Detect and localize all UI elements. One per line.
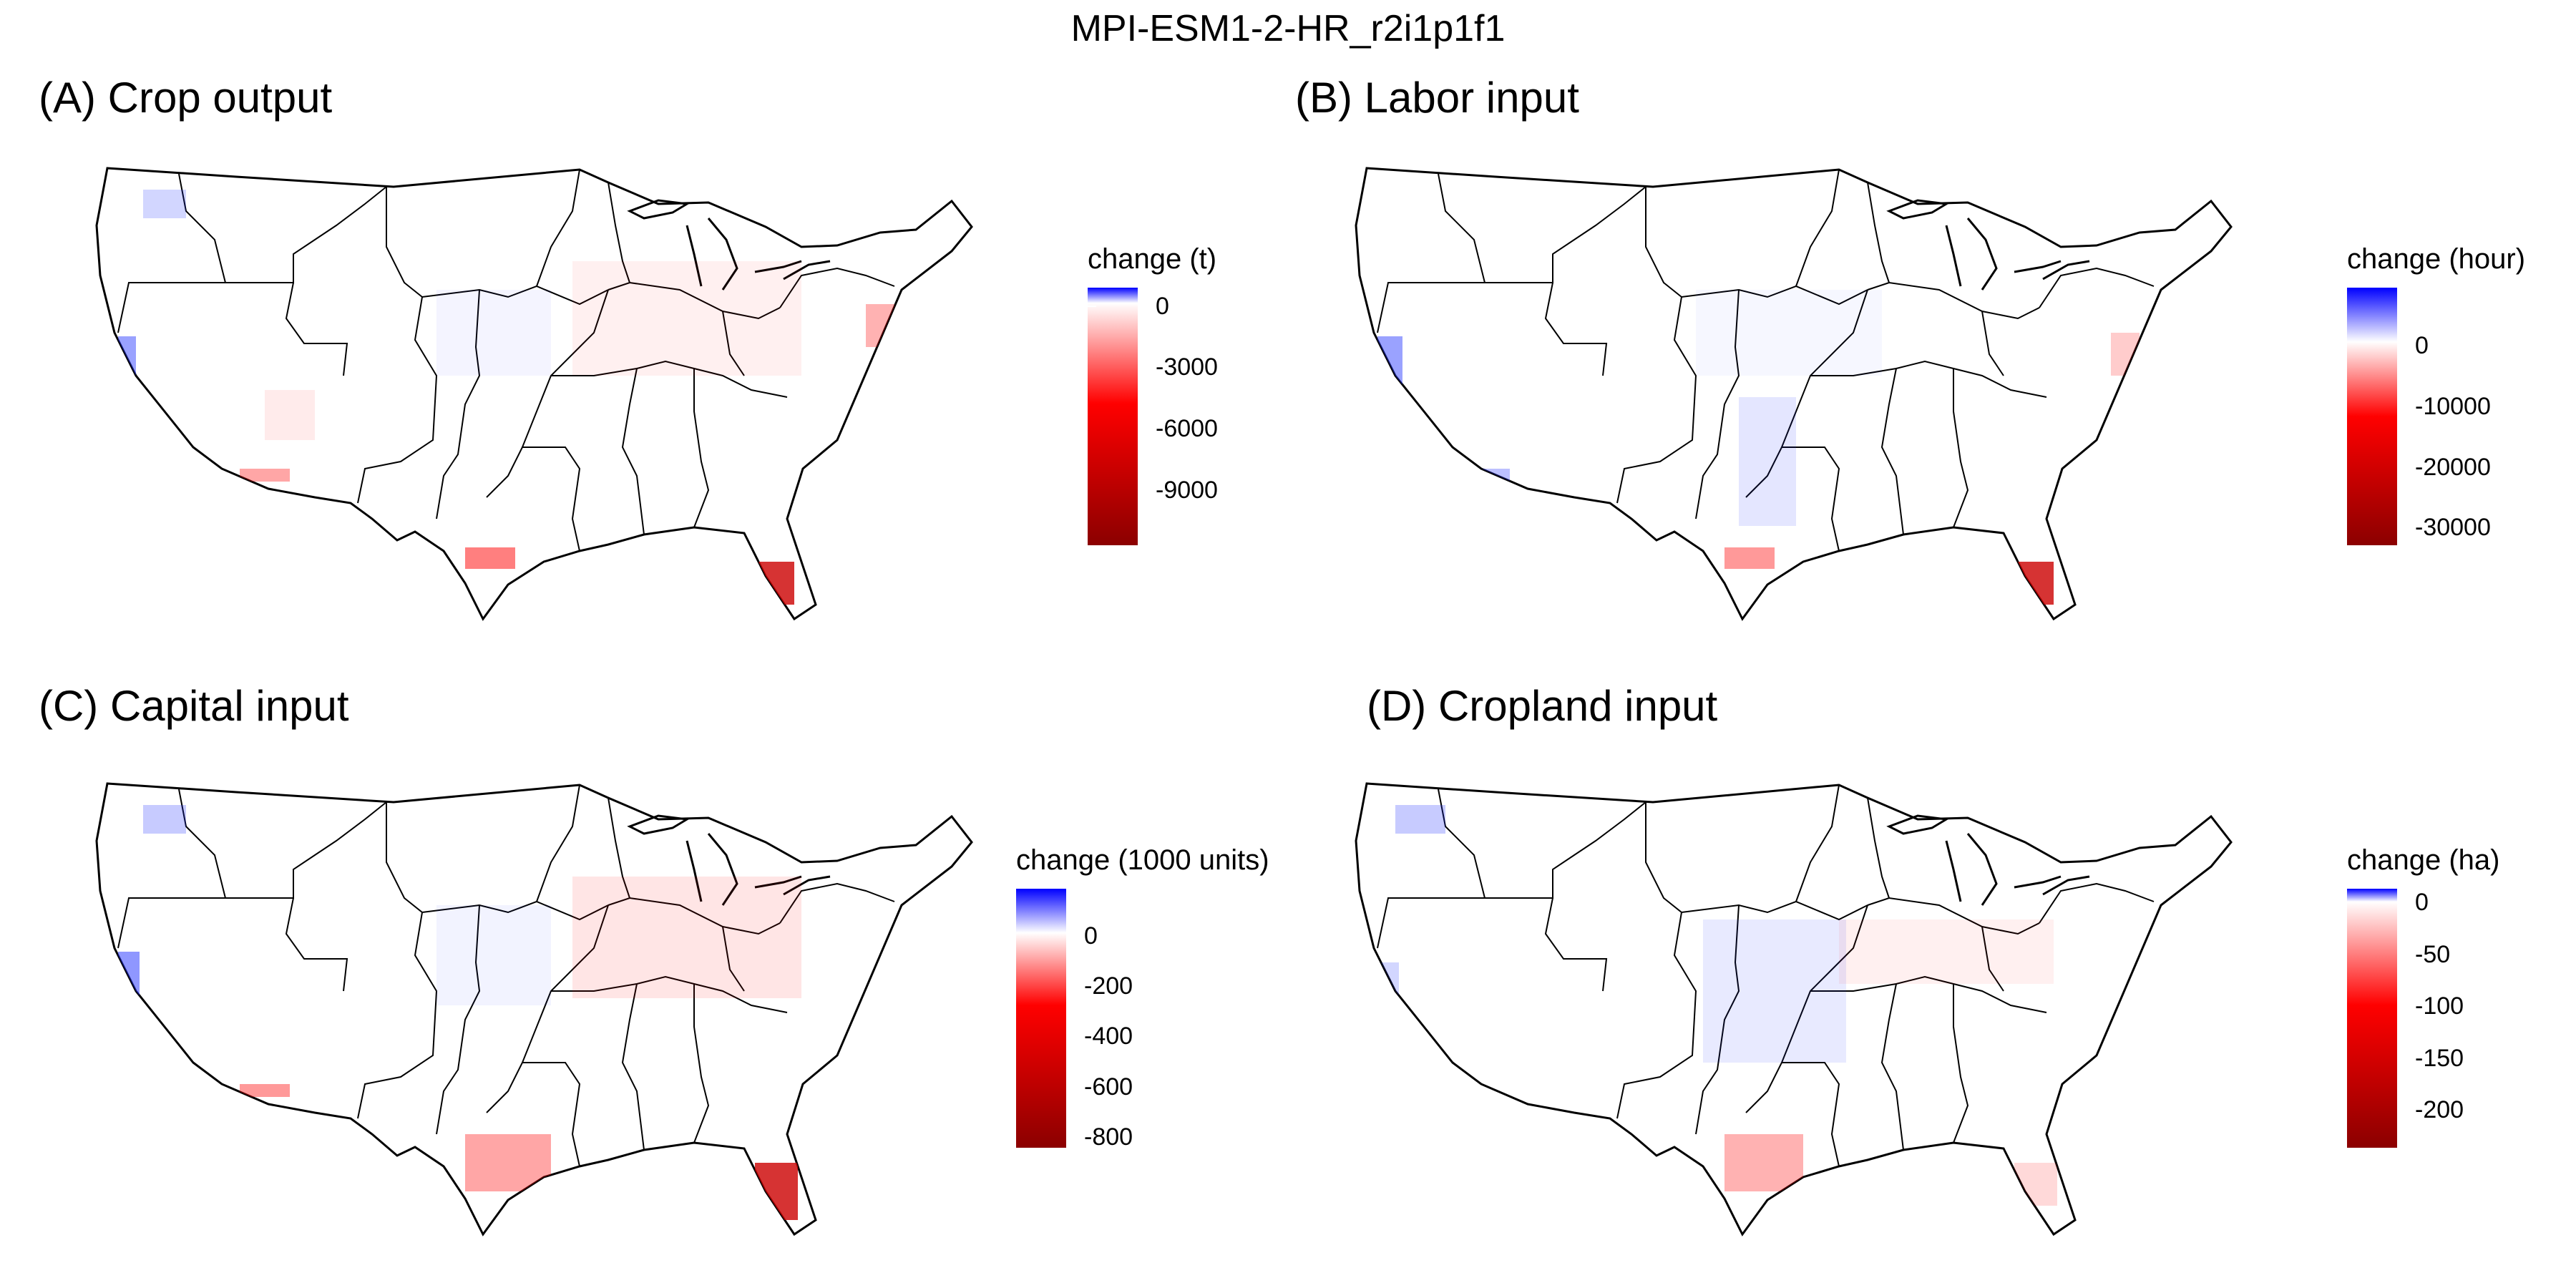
legend-tick: 0 <box>1084 922 1098 950</box>
panel-title: (A) Crop output <box>39 74 333 122</box>
panel-capital-input: (C) Capital input change (1000 units) 0 … <box>0 615 1288 1236</box>
legend-tick: 0 <box>2415 889 2429 916</box>
legend-tick: -6000 <box>1156 415 1218 442</box>
colorbar <box>1016 889 1066 1148</box>
panel-title: (D) Cropland input <box>1367 682 1718 730</box>
us-map-cropland-input <box>1355 782 2233 1236</box>
us-map-crop-output <box>95 167 973 620</box>
colorbar <box>2347 288 2397 545</box>
legend-tick: -400 <box>1084 1023 1133 1050</box>
legend-tick: -3000 <box>1156 353 1218 381</box>
legend-tick: -150 <box>2415 1045 2464 1072</box>
panel-title: (C) Capital input <box>39 682 349 730</box>
legend-tick: -200 <box>2415 1096 2464 1123</box>
legend-tick: -200 <box>1084 972 1133 1000</box>
figure-title: MPI-ESM1-2-HR_r2i1p1f1 <box>1070 8 1506 49</box>
legend-tick: -30000 <box>2415 514 2491 541</box>
legend-tick: -9000 <box>1156 477 1218 504</box>
legend-title: change (hour) <box>2347 243 2526 275</box>
us-map-labor-input <box>1355 167 2233 620</box>
legend-tick: -600 <box>1084 1073 1133 1101</box>
legend-tick: -20000 <box>2415 454 2491 481</box>
legend-title: change (ha) <box>2347 844 2500 876</box>
legend-title: change (1000 units) <box>1016 844 1269 876</box>
panel-labor-input: (B) Labor input change (hour) 0 -10000 -… <box>1259 0 2547 620</box>
legend-tick: 0 <box>1156 293 1169 320</box>
colorbar <box>1088 288 1138 545</box>
legend-tick: -100 <box>2415 992 2464 1020</box>
legend-tick: -10000 <box>2415 393 2491 420</box>
legend-tick: -800 <box>1084 1123 1133 1151</box>
panel-crop-output: (A) Crop output change (t) 0 -3000 -6000… <box>0 0 1288 620</box>
legend-title: change (t) <box>1088 243 1217 275</box>
colorbar <box>2347 889 2397 1148</box>
us-map-capital-input <box>95 782 973 1236</box>
panel-cropland-input: (D) Cropland input change (ha) 0 -50 -10… <box>1259 615 2547 1236</box>
legend-tick: -50 <box>2415 941 2451 968</box>
legend-tick: 0 <box>2415 332 2429 359</box>
panel-title: (B) Labor input <box>1295 74 1579 122</box>
